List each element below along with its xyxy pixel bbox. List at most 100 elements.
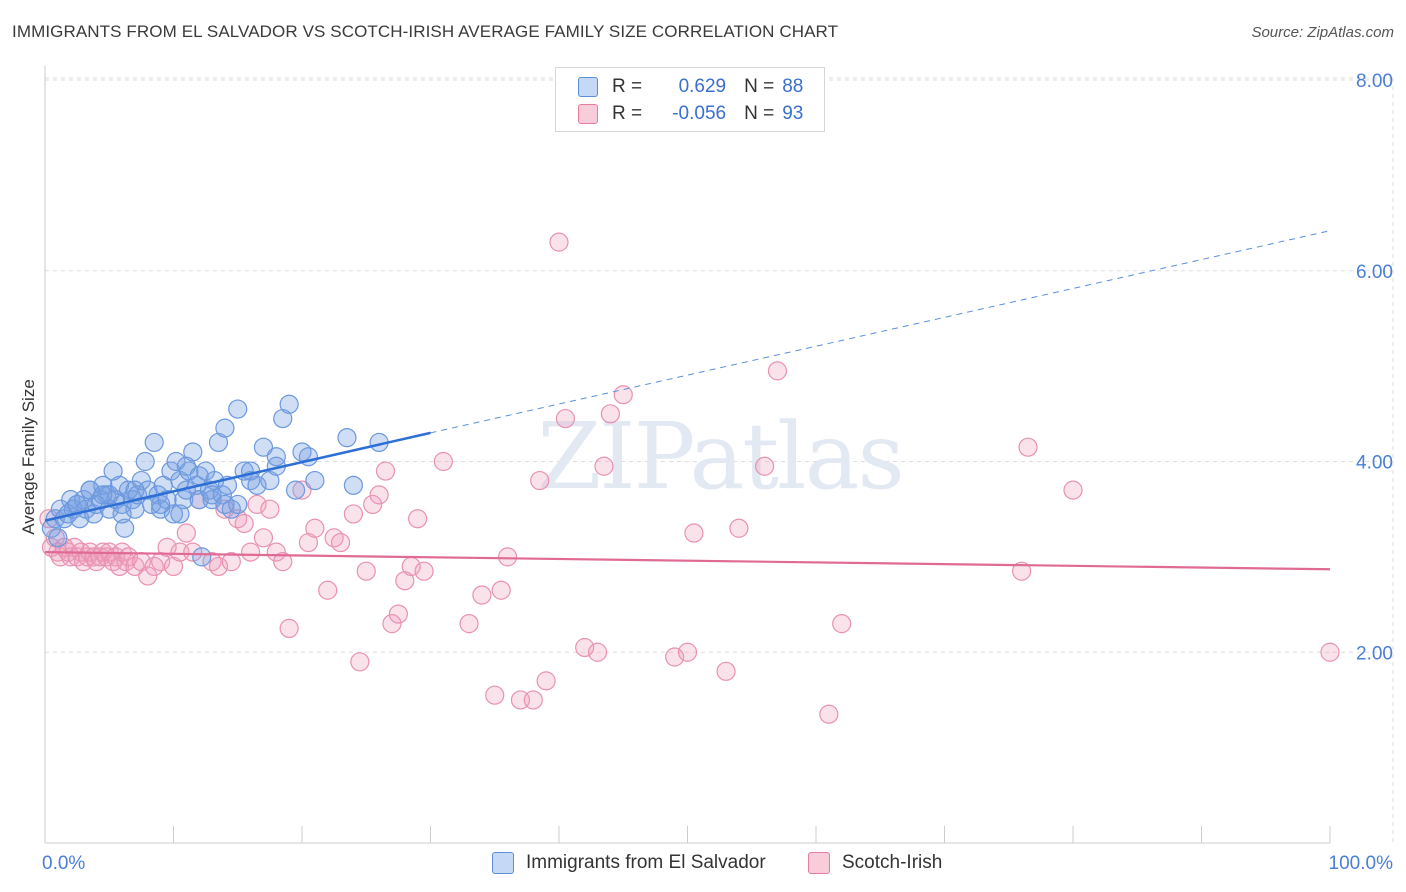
legend-r-value: -0.056 bbox=[672, 103, 727, 124]
correlation-legend: R = 0.629 N = 88 R = -0.056 N = 93 bbox=[555, 67, 825, 132]
legend-n-label: N = bbox=[744, 103, 775, 124]
scotch-irish-point bbox=[587, 642, 608, 662]
el-salvador-point bbox=[48, 528, 68, 548]
scotch-irish-point bbox=[208, 556, 229, 577]
scotch-irish-point bbox=[832, 614, 852, 634]
scotch-irish-point bbox=[183, 542, 203, 562]
scotch-irish-point bbox=[298, 532, 319, 553]
el-salvador-point bbox=[93, 485, 113, 505]
legend-n-value: 93 bbox=[782, 103, 804, 124]
el-salvador-point bbox=[215, 418, 235, 438]
el-salvador-point bbox=[215, 494, 235, 515]
series-legend-scotch-irish[interactable]: Scotch-Irish bbox=[808, 852, 942, 874]
el-salvador-trend-solid bbox=[44, 431, 431, 522]
scotch-irish-point bbox=[273, 552, 293, 572]
scotch-irish-point bbox=[555, 408, 576, 429]
scotch-irish-point bbox=[530, 470, 550, 491]
legend-n-value: 88 bbox=[782, 76, 804, 97]
scotch-irish-point bbox=[241, 542, 261, 562]
scotch-irish-point bbox=[414, 561, 434, 581]
scotch-irish-point bbox=[279, 618, 299, 639]
scotch-irish-point bbox=[729, 518, 749, 538]
el-salvador-point bbox=[192, 547, 212, 567]
legend-r-value: 0.629 bbox=[678, 76, 727, 97]
scotch-irish-point bbox=[536, 671, 556, 691]
el-salvador-point bbox=[151, 499, 171, 519]
el-salvador-point bbox=[144, 432, 164, 453]
legend-r-label: R = bbox=[612, 76, 643, 97]
el-salvador-point bbox=[112, 504, 132, 524]
scotch-irish-point bbox=[395, 571, 415, 591]
el-salvador-point bbox=[337, 428, 357, 448]
el-salvador-point bbox=[170, 504, 190, 524]
x-tick-label: 0.0% bbox=[42, 853, 85, 874]
scotch-irish-point bbox=[221, 552, 241, 572]
scotch-irish-point bbox=[665, 647, 685, 667]
scotch-irish-point bbox=[613, 385, 633, 405]
scotch-irish-point bbox=[382, 614, 402, 634]
el-salvador-point bbox=[135, 451, 155, 472]
el-salvador-point bbox=[279, 394, 299, 414]
scotch-irish-point bbox=[684, 523, 704, 543]
series-label: Immigrants from El Salvador bbox=[526, 852, 766, 873]
series-swatch-blue bbox=[492, 852, 514, 874]
el-salvador-point bbox=[273, 408, 293, 429]
scotch-irish-point bbox=[157, 537, 177, 557]
el-salvador-point bbox=[163, 504, 184, 524]
legend-row-el-salvador: R = 0.629 N = 88 bbox=[578, 74, 803, 100]
series-legend: Immigrants from El Salvador Scotch-Irish bbox=[0, 852, 1406, 878]
chart-source: Source: ZipAtlas.com bbox=[1251, 24, 1394, 41]
el-salvador-point bbox=[151, 494, 171, 515]
scotch-irish-point bbox=[523, 690, 543, 710]
scotch-irish-point bbox=[330, 532, 351, 553]
scotch-irish-point bbox=[1018, 437, 1038, 457]
watermark: ZIPatlas bbox=[537, 403, 902, 510]
scotch-irish-point bbox=[408, 509, 428, 529]
scotch-irish-point bbox=[472, 585, 492, 605]
scotch-irish-point bbox=[138, 566, 158, 586]
scotch-irish-point bbox=[292, 480, 312, 500]
scotch-irish-point bbox=[594, 456, 614, 476]
legend-n-label: N = bbox=[744, 76, 775, 97]
el-salvador-point bbox=[99, 485, 119, 505]
scotch-irish-point bbox=[260, 499, 280, 519]
scotch-irish-points bbox=[39, 232, 1340, 724]
series-label: Scotch-Irish bbox=[842, 852, 943, 873]
scotch-irish-point bbox=[215, 499, 235, 519]
scotch-irish-point bbox=[163, 556, 184, 577]
el-salvador-point bbox=[166, 451, 186, 472]
el-salvador-point bbox=[176, 456, 196, 476]
scotch-irish-point bbox=[459, 614, 479, 634]
el-salvador-point bbox=[202, 485, 222, 505]
x-tick-labels: 0.0% 100.0% bbox=[42, 853, 1393, 874]
series-legend-el-salvador[interactable]: Immigrants from El Salvador bbox=[492, 852, 766, 874]
el-salvador-point bbox=[285, 480, 306, 500]
el-salvador-point bbox=[266, 447, 286, 467]
scotch-irish-point bbox=[677, 642, 698, 662]
el-salvador-point bbox=[80, 480, 100, 500]
y-tick-label: 8.00 bbox=[1356, 71, 1393, 92]
legend-swatch-pink bbox=[578, 104, 598, 124]
el-salvador-point bbox=[247, 475, 267, 495]
scotch-irish-point bbox=[388, 604, 408, 624]
trend-lines bbox=[44, 230, 1331, 571]
scotch-irish-point bbox=[253, 528, 274, 548]
y-tick-label: 2.00 bbox=[1356, 643, 1393, 664]
scotch-irish-point bbox=[498, 547, 518, 567]
scotch-irish-point bbox=[600, 404, 621, 424]
legend-row-scotch-irish: R = -0.056 N = 93 bbox=[578, 101, 803, 127]
scotch-irish-point bbox=[491, 580, 511, 600]
scotch-irish-point bbox=[305, 518, 325, 538]
scotch-irish-point bbox=[1011, 561, 1032, 581]
scotch-irish-point bbox=[1063, 480, 1083, 500]
legend-r-label: R = bbox=[612, 103, 643, 124]
el-salvador-points bbox=[41, 394, 389, 567]
el-salvador-point bbox=[109, 475, 130, 495]
y-tick-label: 6.00 bbox=[1356, 262, 1393, 283]
scotch-irish-point bbox=[363, 494, 383, 515]
scotch-irish-point bbox=[318, 580, 338, 600]
el-salvador-point bbox=[115, 518, 135, 538]
el-salvador-point bbox=[118, 480, 139, 500]
el-salvador-point bbox=[253, 437, 274, 457]
